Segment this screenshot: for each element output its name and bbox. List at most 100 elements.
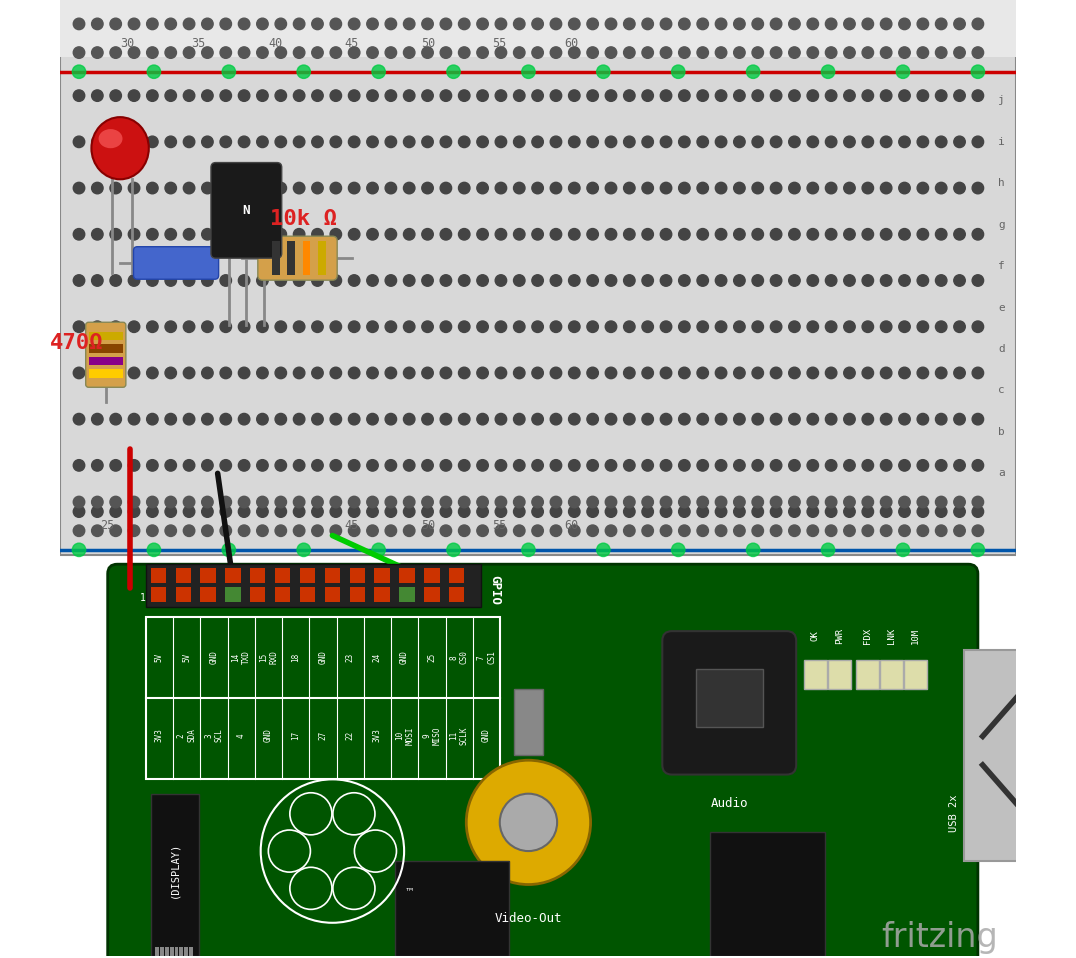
Circle shape bbox=[935, 506, 947, 517]
Circle shape bbox=[770, 182, 782, 194]
Circle shape bbox=[734, 90, 746, 102]
Circle shape bbox=[330, 90, 341, 102]
Circle shape bbox=[898, 321, 910, 332]
Circle shape bbox=[477, 275, 489, 286]
Circle shape bbox=[605, 506, 617, 517]
Circle shape bbox=[716, 229, 726, 240]
Circle shape bbox=[586, 275, 598, 286]
Circle shape bbox=[220, 18, 231, 30]
Circle shape bbox=[146, 414, 158, 425]
Circle shape bbox=[532, 229, 543, 240]
Circle shape bbox=[734, 367, 746, 378]
Circle shape bbox=[697, 47, 708, 58]
Circle shape bbox=[624, 414, 635, 425]
Circle shape bbox=[275, 321, 286, 332]
Circle shape bbox=[294, 460, 305, 471]
Circle shape bbox=[495, 136, 507, 148]
Circle shape bbox=[495, 90, 507, 102]
Circle shape bbox=[661, 47, 671, 58]
Circle shape bbox=[147, 543, 160, 557]
Circle shape bbox=[898, 525, 910, 536]
Circle shape bbox=[165, 525, 176, 536]
Circle shape bbox=[972, 496, 983, 508]
Circle shape bbox=[917, 496, 929, 508]
Circle shape bbox=[661, 18, 671, 30]
Circle shape bbox=[91, 460, 103, 471]
Circle shape bbox=[477, 182, 489, 194]
Circle shape bbox=[513, 47, 525, 58]
Circle shape bbox=[844, 460, 855, 471]
Circle shape bbox=[165, 367, 176, 378]
Circle shape bbox=[404, 47, 415, 58]
Bar bbox=[200, 568, 216, 583]
Circle shape bbox=[697, 496, 708, 508]
Circle shape bbox=[385, 321, 397, 332]
Circle shape bbox=[183, 506, 195, 517]
Circle shape bbox=[734, 47, 746, 58]
Text: 45: 45 bbox=[344, 36, 358, 50]
Circle shape bbox=[222, 65, 236, 79]
Circle shape bbox=[898, 229, 910, 240]
Circle shape bbox=[679, 496, 690, 508]
Bar bbox=[827, 660, 851, 689]
Circle shape bbox=[330, 182, 341, 194]
Circle shape bbox=[257, 414, 268, 425]
Text: (DISPLAY): (DISPLAY) bbox=[170, 842, 180, 899]
Circle shape bbox=[440, 496, 452, 508]
Circle shape bbox=[953, 525, 965, 536]
Circle shape bbox=[679, 136, 690, 148]
Circle shape bbox=[532, 496, 543, 508]
Circle shape bbox=[128, 460, 140, 471]
Circle shape bbox=[716, 367, 726, 378]
Circle shape bbox=[257, 90, 268, 102]
Circle shape bbox=[661, 460, 671, 471]
Circle shape bbox=[477, 229, 489, 240]
Bar bbox=[180, 947, 183, 956]
Bar bbox=[151, 568, 166, 583]
Circle shape bbox=[605, 525, 617, 536]
Circle shape bbox=[128, 18, 140, 30]
Circle shape bbox=[495, 414, 507, 425]
Circle shape bbox=[372, 543, 385, 557]
Text: GND: GND bbox=[400, 650, 409, 664]
Circle shape bbox=[862, 18, 874, 30]
Circle shape bbox=[807, 414, 819, 425]
Circle shape bbox=[522, 543, 535, 557]
Bar bbox=[325, 587, 340, 603]
Circle shape bbox=[935, 182, 947, 194]
Bar bbox=[60, 0, 1016, 57]
Circle shape bbox=[550, 460, 562, 471]
Circle shape bbox=[953, 496, 965, 508]
Bar bbox=[170, 947, 173, 956]
Circle shape bbox=[972, 414, 983, 425]
Circle shape bbox=[330, 275, 341, 286]
Circle shape bbox=[532, 321, 543, 332]
Bar bbox=[88, 344, 123, 353]
Bar bbox=[146, 564, 481, 607]
Circle shape bbox=[110, 275, 122, 286]
Circle shape bbox=[513, 460, 525, 471]
Circle shape bbox=[953, 506, 965, 517]
Circle shape bbox=[458, 136, 470, 148]
Circle shape bbox=[532, 460, 543, 471]
Circle shape bbox=[789, 525, 801, 536]
Circle shape bbox=[330, 525, 341, 536]
Circle shape bbox=[953, 18, 965, 30]
Circle shape bbox=[844, 229, 855, 240]
Circle shape bbox=[91, 136, 103, 148]
Circle shape bbox=[770, 496, 782, 508]
Circle shape bbox=[568, 414, 580, 425]
Circle shape bbox=[312, 18, 323, 30]
Circle shape bbox=[165, 18, 176, 30]
Circle shape bbox=[330, 136, 341, 148]
Circle shape bbox=[972, 543, 985, 557]
Circle shape bbox=[477, 47, 489, 58]
Circle shape bbox=[642, 367, 653, 378]
Circle shape bbox=[513, 525, 525, 536]
Text: ™: ™ bbox=[405, 886, 414, 896]
Circle shape bbox=[752, 229, 764, 240]
Circle shape bbox=[716, 90, 726, 102]
Circle shape bbox=[898, 18, 910, 30]
Circle shape bbox=[752, 525, 764, 536]
Circle shape bbox=[367, 229, 379, 240]
